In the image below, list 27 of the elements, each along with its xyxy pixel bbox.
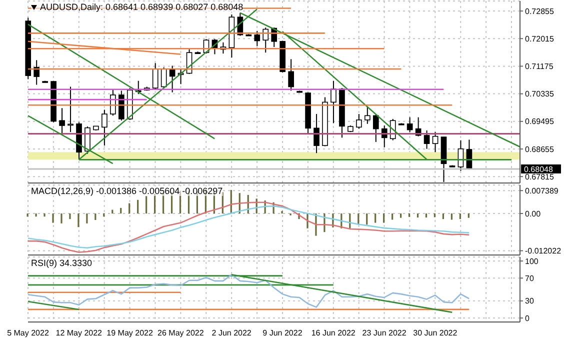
y-tick-label: 0.72015 [525,34,554,44]
ref-line-label: 0.68048 [524,164,554,174]
x-tick-label: 16 Jun 2022 [311,328,356,338]
y-tick-label: 0.71175 [525,62,554,72]
chart-title: RSI(9) 34.3330 [31,258,92,268]
x-tick-label: 30 Jun 2022 [413,328,458,338]
y-tick-label: 0.007389 [525,186,559,196]
y-tick-label: 0.67815 [525,172,554,182]
x-tick-label: 2 Jun 2022 [212,328,252,338]
chart-title: MACD(12,26,9) -0.001386 -0.005604 -0.006297 [31,186,223,196]
y-tick-label: 0.70335 [525,90,554,99]
y-tick-label: 0.69495 [525,117,554,126]
x-tick-label: 5 May 2022 [7,328,50,338]
x-tick-label: 19 May 2022 [106,328,154,338]
chart-title: AUDUSD,Daily: 0.68641 0.68939 0.68027 0.68048 [40,2,244,12]
y-tick-label: 0.68655 [525,144,554,154]
y-tick-label: 0 [525,314,530,323]
y-tick-label: -0.012022 [525,246,562,256]
y-tick-label: 70 [525,274,534,283]
y-tick-label: 30 [525,296,534,306]
x-tick-label: 9 Jun 2022 [262,328,303,338]
x-tick-label: 12 May 2022 [56,328,103,338]
x-tick-label: 26 May 2022 [158,328,204,338]
y-tick-label: 0.72855 [525,6,554,16]
x-tick-label: 23 Jun 2022 [362,328,407,338]
y-tick-label: 100 [525,256,539,266]
y-tick-label: 0.00 [525,209,542,218]
